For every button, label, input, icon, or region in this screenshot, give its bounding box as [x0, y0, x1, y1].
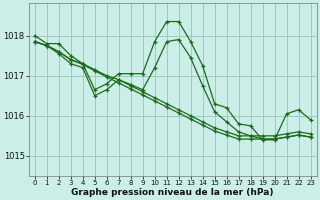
X-axis label: Graphe pression niveau de la mer (hPa): Graphe pression niveau de la mer (hPa)	[71, 188, 274, 197]
